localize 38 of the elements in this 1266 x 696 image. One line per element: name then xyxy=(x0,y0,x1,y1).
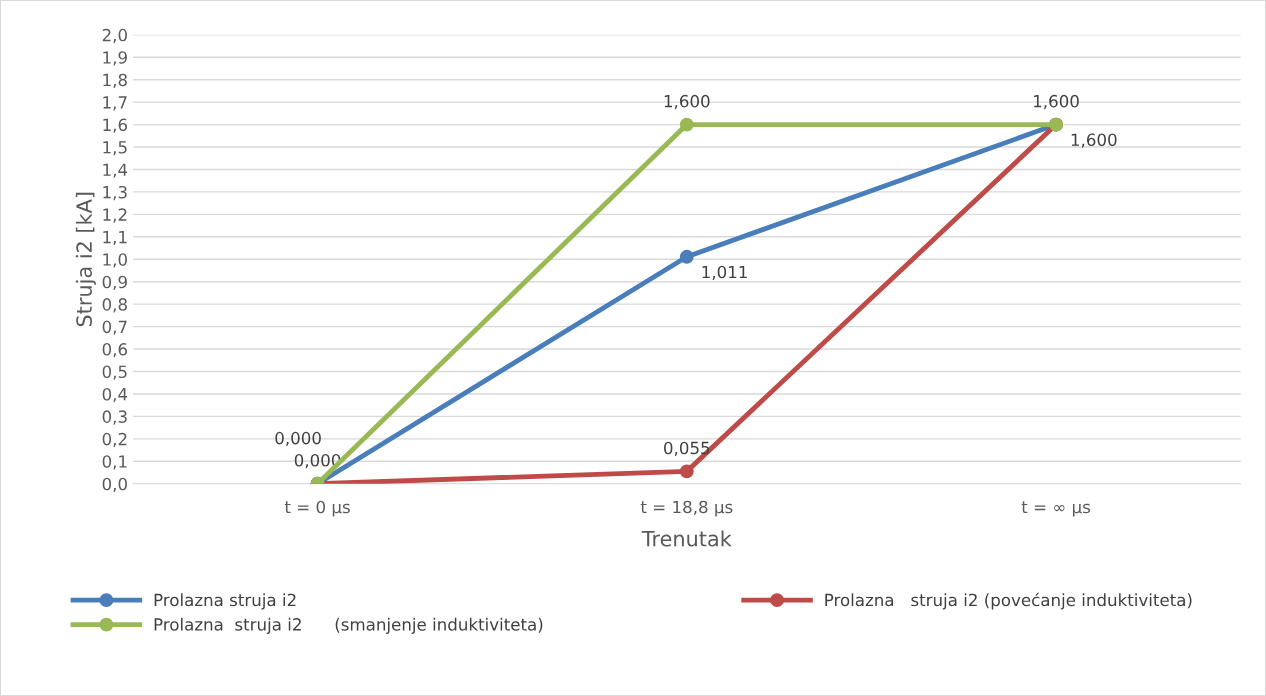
y-tick-label: 0,9 xyxy=(102,275,127,290)
y-tick-label: 0,5 xyxy=(102,365,127,380)
y-tick-label: 1,3 xyxy=(103,185,127,201)
legend-label: Prolazna struja i2 (povećanje induktiviteta) xyxy=(825,592,1192,610)
x-tick-label: t = 18,8 µs xyxy=(640,500,733,517)
x-axis-title: Trenutak xyxy=(641,530,732,547)
x-tick-label: t = 0 µs xyxy=(284,500,350,517)
point xyxy=(679,464,694,479)
y-tick-label: 0,4 xyxy=(102,387,128,403)
x-tick-label: t = ∞ µs xyxy=(1021,501,1091,517)
y-tick-label: 1,9 xyxy=(103,51,127,66)
legend-label: Prolazna struja i2 xyxy=(154,593,296,610)
y-tick-label: 0,3 xyxy=(102,410,127,425)
y-tick-label: 1,0 xyxy=(103,253,127,268)
data-label: 1,600 xyxy=(1034,94,1079,110)
y-tick-label: 1,8 xyxy=(103,73,127,88)
data-label: 1,011 xyxy=(702,265,747,280)
y-tick-label: 1,5 xyxy=(103,141,127,156)
y-tick-label: 0,7 xyxy=(102,320,127,335)
point xyxy=(679,249,694,264)
y-tick-label: 0,2 xyxy=(102,432,127,448)
y-axis-title: Struja i2 [kA] xyxy=(75,192,97,327)
y-tick-label: 2,0 xyxy=(102,28,127,44)
y-tick-label: 0,0 xyxy=(102,477,127,492)
y-tick-label: 1,2 xyxy=(103,208,127,223)
y-tick-label: 0,8 xyxy=(102,298,127,313)
y-tick-label: 1,6 xyxy=(103,118,128,133)
y-tick-label: 1,7 xyxy=(103,96,127,111)
point xyxy=(679,117,694,132)
y-tick-label: 0,1 xyxy=(102,455,127,470)
data-label: 0,055 xyxy=(664,441,710,456)
data-label: 0,000 xyxy=(275,431,321,447)
y-tick-label: 0,6 xyxy=(102,343,128,358)
legend-label: Prolazna struja i2 (smanjenje induktiviteta) xyxy=(154,617,543,634)
data-label: 1,600 xyxy=(1071,133,1117,148)
data-label: 1,600 xyxy=(664,94,710,110)
y-tick-label: 1,1 xyxy=(103,230,127,246)
y-tick-label: 1,4 xyxy=(103,163,128,178)
